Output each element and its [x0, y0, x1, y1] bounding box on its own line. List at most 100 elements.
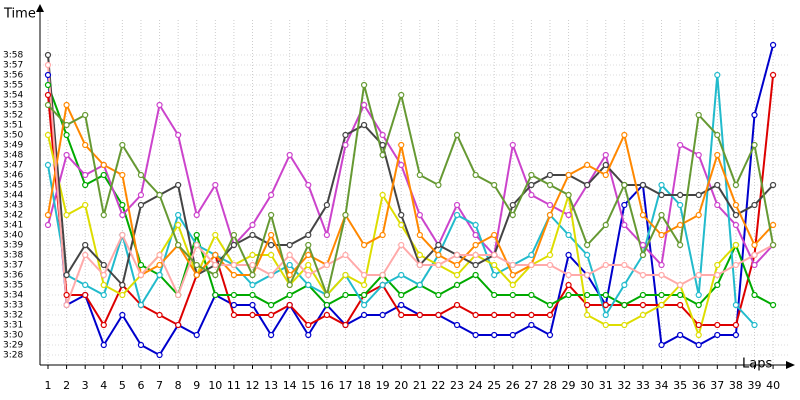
data-point [472, 221, 479, 229]
data-point [621, 181, 628, 189]
data-point [621, 201, 628, 209]
x-tick-label: 30 [580, 379, 594, 392]
data-point [305, 271, 312, 279]
data-point [63, 301, 70, 309]
data-point [639, 251, 647, 259]
data-point [44, 81, 52, 89]
data-point [639, 291, 647, 299]
data-point [658, 341, 665, 349]
x-tick-label: 28 [543, 379, 557, 392]
data-point [305, 241, 312, 249]
y-tick-label: 3:55 [3, 81, 23, 91]
data-point [695, 271, 702, 279]
data-point [379, 311, 386, 319]
data-point [156, 311, 163, 319]
data-point [119, 201, 126, 209]
data-point [249, 291, 256, 299]
data-point [230, 261, 238, 269]
data-point [82, 291, 89, 299]
data-point [732, 221, 739, 229]
data-point [528, 251, 535, 259]
x-tick-label: 24 [469, 379, 483, 392]
data-point [286, 301, 293, 309]
x-tick-label: 18 [357, 379, 371, 392]
data-point [453, 251, 461, 259]
data-point [565, 171, 572, 179]
data-point [491, 291, 498, 299]
data-point [751, 201, 758, 209]
data-point [156, 261, 163, 269]
data-point [602, 221, 609, 229]
data-point [509, 281, 516, 289]
data-point [602, 311, 609, 319]
data-point [212, 271, 219, 279]
plot-area [44, 41, 777, 359]
data-point [751, 251, 758, 259]
x-tick-label: 9 [193, 379, 200, 392]
data-point [82, 281, 89, 289]
data-point [44, 161, 52, 169]
data-point [416, 231, 423, 239]
data-point [249, 281, 256, 289]
data-point [658, 211, 665, 219]
data-point [379, 231, 386, 239]
data-point [714, 71, 721, 79]
x-tick-label: 15 [301, 379, 315, 392]
data-point [658, 231, 665, 239]
y-tick-label: 3:50 [3, 131, 23, 141]
data-point [267, 231, 275, 239]
y-tick-label: 3:33 [3, 301, 23, 311]
x-tick-label: 40 [766, 379, 780, 392]
data-point [714, 151, 721, 159]
data-point [63, 131, 70, 139]
y-tick-label: 3:29 [3, 341, 23, 351]
data-point [677, 331, 684, 339]
data-point [119, 171, 126, 179]
data-point [360, 81, 368, 89]
data-point [212, 231, 219, 239]
data-point [732, 181, 739, 189]
data-point [82, 251, 89, 259]
data-point [82, 181, 89, 189]
data-point [44, 61, 52, 69]
data-point [230, 291, 238, 299]
data-point [286, 151, 293, 159]
data-point [82, 241, 89, 249]
series-line [47, 101, 774, 277]
data-point [602, 321, 609, 329]
data-point [565, 191, 572, 199]
data-point [44, 91, 52, 99]
data-point [82, 171, 89, 179]
data-point [639, 301, 647, 309]
data-point [193, 231, 200, 239]
data-point [305, 251, 312, 259]
data-point [175, 291, 182, 299]
data-point [528, 311, 535, 319]
y-tick-label: 3:41 [3, 221, 23, 231]
data-point [546, 301, 554, 309]
data-point [63, 101, 70, 109]
data-point [528, 181, 535, 189]
data-point [100, 271, 107, 279]
y-tick-label: 3:53 [3, 101, 23, 111]
data-point [193, 241, 200, 249]
data-point [360, 101, 368, 109]
data-point [398, 91, 405, 99]
data-point [323, 231, 330, 239]
data-point [714, 131, 721, 139]
data-point [565, 281, 572, 289]
data-point [63, 291, 70, 299]
data-point [621, 301, 628, 309]
y-tick-label: 3:37 [3, 261, 23, 271]
data-point [509, 311, 516, 319]
x-tick-label: 7 [156, 379, 163, 392]
data-point [212, 291, 219, 299]
data-point [286, 261, 293, 269]
x-tick-label: 1 [44, 379, 51, 392]
data-point [193, 261, 200, 269]
data-point [267, 311, 275, 319]
y-tick-label: 3:36 [3, 271, 23, 281]
y-tick-label: 3:30 [3, 331, 23, 341]
series-line [47, 84, 774, 307]
x-tick-label: 33 [636, 379, 650, 392]
